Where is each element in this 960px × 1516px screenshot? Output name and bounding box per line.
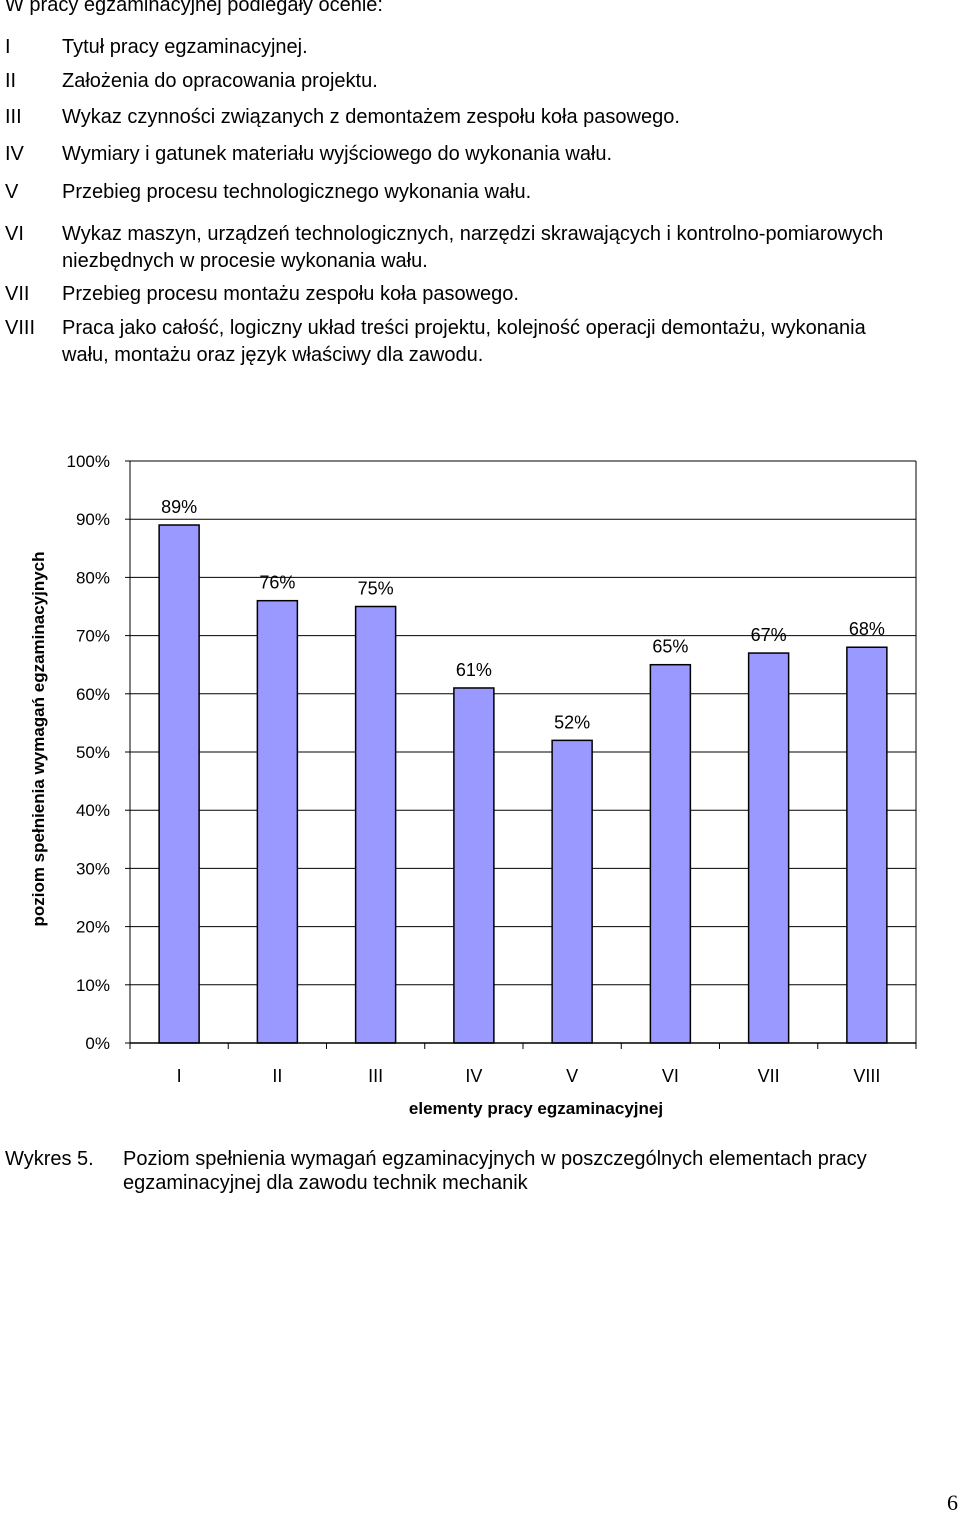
- x-category-label: II: [272, 1066, 282, 1086]
- data-label: 89%: [161, 497, 197, 517]
- caption-text-line: Poziom spełnienia wymagań egzaminacyjnyc…: [123, 1148, 867, 1170]
- caption-text: Poziom spełnienia wymagań egzaminacyjnyc…: [123, 1147, 960, 1195]
- bar: [747, 652, 790, 1044]
- criterion-text: Wykaz maszyn, urządzeń technologicznych,…: [62, 223, 884, 272]
- criterion-number: IV: [5, 143, 24, 165]
- criterion-text: Przebieg procesu technologicznego wykona…: [62, 181, 532, 203]
- y-tick-label: 30%: [76, 859, 110, 878]
- x-category-label: VI: [662, 1066, 679, 1086]
- data-label: 76%: [259, 573, 295, 593]
- data-label: 65%: [652, 637, 688, 657]
- caption-label: Wykres 5.: [5, 1148, 94, 1170]
- criterion-number: VII: [5, 283, 30, 305]
- y-tick-label: 100%: [67, 452, 110, 471]
- bar: [453, 687, 495, 1044]
- bar: [256, 599, 299, 1044]
- data-label: 61%: [456, 660, 492, 680]
- y-tick-label: 60%: [76, 685, 110, 704]
- criterion-text: Wykaz czynności związanych z demontażem …: [62, 106, 680, 128]
- bar: [649, 663, 692, 1044]
- x-axis-title: elementy pracy egzaminacyjnej: [409, 1099, 663, 1118]
- criterion-text: Wymiary i gatunek materiału wyjściowego …: [62, 143, 613, 165]
- x-category-label: I: [177, 1066, 182, 1086]
- criterion-number: VIII: [5, 317, 36, 339]
- page-number: 6: [947, 1490, 958, 1515]
- y-tick-label: 40%: [76, 801, 110, 820]
- data-label: 75%: [358, 579, 394, 599]
- y-axis-title: poziom spełnienia wymagań egzaminacyjnyc…: [29, 551, 48, 926]
- x-category-label: III: [368, 1066, 383, 1086]
- criterion-text: Praca jako całość, logiczny układ treści…: [62, 317, 866, 366]
- criterion-number: VI: [5, 223, 24, 245]
- criterion-number: I: [5, 36, 11, 58]
- criterion-number: V: [5, 181, 19, 203]
- criterion-text: Założenia do opracowania projektu.: [62, 70, 378, 92]
- bar: [551, 739, 593, 1044]
- criterion-text: Tytuł pracy egzaminacyjnej.: [62, 36, 308, 58]
- y-tick-label: 80%: [76, 568, 110, 587]
- x-category-label: IV: [465, 1066, 482, 1086]
- x-category-label: V: [566, 1066, 578, 1086]
- y-tick-label: 90%: [76, 510, 110, 529]
- bar: [354, 605, 397, 1044]
- y-tick-label: 70%: [76, 627, 110, 646]
- criterion-number: II: [5, 70, 17, 92]
- criterion-number: III: [5, 106, 22, 128]
- y-tick-label: 50%: [76, 743, 110, 762]
- caption-text-line: egzaminacyjnej dla zawodu technik mechan…: [123, 1172, 528, 1194]
- y-tick-label: 0%: [85, 1034, 110, 1053]
- y-tick-label: 10%: [76, 976, 110, 995]
- data-label: 67%: [751, 625, 787, 645]
- bar-chart: 0% 10% 20% 30% 40% 50% 60% 70% 80% 90% 100% 89% I 76%…: [26, 450, 948, 1118]
- data-label: 68%: [849, 619, 885, 639]
- x-category-label: VIII: [853, 1066, 880, 1086]
- bar-chart-container: 0% 10% 20% 30% 40% 50% 60% 70% 80% 90% 100% 89% I 76%…: [26, 450, 948, 1118]
- criterion-text: Przebieg procesu montażu zespołu koła pa…: [62, 283, 519, 305]
- data-label: 52%: [554, 712, 590, 732]
- y-tick-label: 20%: [76, 918, 110, 937]
- x-category-label: VII: [758, 1066, 780, 1086]
- intro-text: W pracy egzaminacyjnej podlegały ocenie:: [5, 0, 383, 16]
- bar: [158, 524, 200, 1044]
- bar: [846, 646, 888, 1044]
